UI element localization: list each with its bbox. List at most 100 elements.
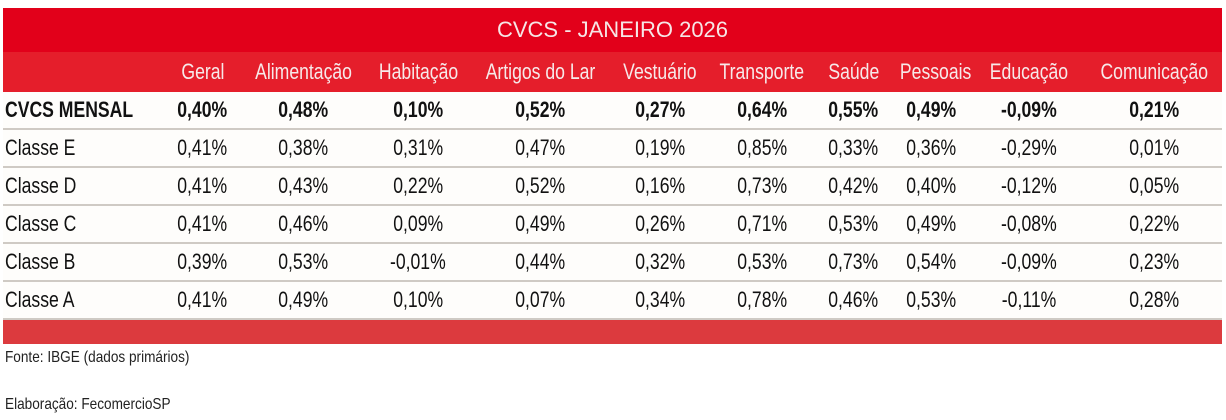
column-header: Saúde (816, 59, 892, 85)
cell-value: 0,44% (515, 249, 566, 274)
cell-value: 0,22% (393, 173, 444, 198)
table-cell: 0,23% (1087, 249, 1222, 275)
row-label: Classe A (3, 287, 167, 313)
table-cell: 0,40% (167, 97, 239, 123)
cell-value: -0,09% (1001, 249, 1058, 274)
cell-value: 0,38% (278, 135, 329, 160)
source-note: Fonte: IBGE (dados primários) (5, 349, 222, 367)
cell-value: 0,32% (635, 249, 686, 274)
table-row: Classe E 0,41% 0,38% 0,31% 0,47% 0,19% 0,85% 0,… (3, 130, 1222, 168)
column-header-text: Transporte (719, 59, 804, 84)
credit-note: Elaboração: FecomercioSP (5, 396, 200, 414)
cell-value: 0,05% (1129, 173, 1180, 198)
table-cell: 0,54% (892, 249, 972, 275)
table-cell: 0,10% (368, 97, 468, 123)
row-label: Classe B (3, 249, 167, 275)
table-body: CVCS MENSAL 0,40% 0,48% 0,10% 0,52% 0,27% 0,64… (3, 92, 1222, 320)
column-header-text: Artigos do Lar (485, 59, 596, 84)
column-header-text: Vestuário (623, 59, 698, 84)
cell-value: 0,54% (906, 249, 957, 274)
table-cell: 0,85% (708, 135, 816, 161)
row-label: CVCS MENSAL (3, 97, 167, 123)
table-cell: 0,21% (1087, 97, 1222, 123)
table-cell: 0,52% (468, 173, 613, 199)
table-row: Classe C 0,41% 0,46% 0,09% 0,49% 0,26% 0,71% 0,… (3, 206, 1222, 244)
column-header-text: Geral (181, 59, 225, 84)
table-cell: 0,42% (816, 173, 892, 199)
bottom-bar (3, 320, 1222, 344)
table-cell: 0,48% (239, 97, 369, 123)
cell-value: 0,64% (736, 97, 787, 122)
cell-value: 0,46% (278, 211, 329, 236)
cell-value: 0,36% (906, 135, 957, 160)
cell-value: 0,78% (736, 287, 787, 312)
cell-value: 0,55% (828, 97, 879, 122)
table-cell: 0,52% (468, 97, 613, 123)
cell-value: 0,41% (177, 211, 228, 236)
table-cell: 0,43% (239, 173, 369, 199)
cell-value: 0,47% (515, 135, 566, 160)
column-header: Artigos do Lar (468, 59, 613, 85)
cell-value: 0,34% (635, 287, 686, 312)
cell-value: 0,01% (1129, 135, 1180, 160)
column-header-text: Comunicação (1100, 59, 1209, 84)
table-cell: 0,53% (892, 287, 972, 313)
table-cell: -0,01% (368, 249, 468, 275)
cell-value: 0,73% (828, 249, 879, 274)
cell-value: 0,09% (393, 211, 444, 236)
table-cell: 0,78% (708, 287, 816, 313)
table-cell: 0,41% (167, 135, 239, 161)
cvcs-table: CVCS - JANEIRO 2026 Geral Alimentação Habi… (3, 8, 1222, 344)
table-cell: 0,05% (1087, 173, 1222, 199)
column-header: Transporte (708, 59, 816, 85)
cell-value: 0,53% (736, 249, 787, 274)
table-cell: 0,40% (892, 173, 972, 199)
cell-value: 0,07% (515, 287, 566, 312)
cell-value: 0,31% (393, 135, 444, 160)
table-cell: -0,09% (971, 97, 1087, 123)
row-label-text: Classe E (5, 135, 76, 160)
cell-value: 0,40% (906, 173, 957, 198)
table-row: CVCS MENSAL 0,40% 0,48% 0,10% 0,52% 0,27% 0,64… (3, 92, 1222, 130)
cell-value: -0,09% (1001, 97, 1058, 122)
table-cell: 0,47% (468, 135, 613, 161)
source-text: Fonte: IBGE (dados primários) (5, 349, 190, 366)
table-cell: 0,53% (816, 211, 892, 237)
table-cell: 0,41% (167, 173, 239, 199)
cell-value: 0,41% (177, 287, 228, 312)
table-cell: 0,22% (1087, 211, 1222, 237)
table-cell: 0,53% (708, 249, 816, 275)
cell-value: 0,42% (828, 173, 879, 198)
cell-value: 0,21% (1129, 97, 1180, 122)
row-label: Classe C (3, 211, 167, 237)
table-cell: 0,09% (368, 211, 468, 237)
table-cell: 0,64% (708, 97, 816, 123)
cell-value: 0,10% (393, 287, 444, 312)
table-cell: 0,10% (368, 287, 468, 313)
cell-value: 0,41% (177, 173, 228, 198)
column-header: Educação (971, 59, 1087, 85)
cell-value: 0,85% (736, 135, 787, 160)
table-title-text: CVCS - JANEIRO 2026 (496, 17, 729, 42)
table-cell: 0,31% (368, 135, 468, 161)
table-cell: 0,73% (708, 173, 816, 199)
table-cell: 0,49% (468, 211, 613, 237)
cell-value: 0,71% (736, 211, 787, 236)
table-cell: 0,46% (239, 211, 369, 237)
cell-value: 0,26% (635, 211, 686, 236)
table-header-row: Geral Alimentação Habitação Artigos do Lar V… (3, 52, 1222, 92)
table-cell: -0,09% (971, 249, 1087, 275)
column-header: Comunicação (1087, 59, 1222, 85)
column-header-text: Habitação (378, 59, 458, 84)
table-cell: 0,22% (368, 173, 468, 199)
row-label-text: Classe C (5, 211, 77, 236)
table-cell: 0,73% (816, 249, 892, 275)
table-cell: 0,16% (613, 173, 708, 199)
cell-value: -0,08% (1001, 211, 1058, 236)
row-label-text: CVCS MENSAL (5, 97, 134, 122)
table-cell: 0,49% (239, 287, 369, 313)
column-header-text: Saúde (828, 59, 879, 84)
column-header: Alimentação (239, 59, 369, 85)
cell-value: 0,43% (278, 173, 329, 198)
table-cell: 0,27% (613, 97, 708, 123)
